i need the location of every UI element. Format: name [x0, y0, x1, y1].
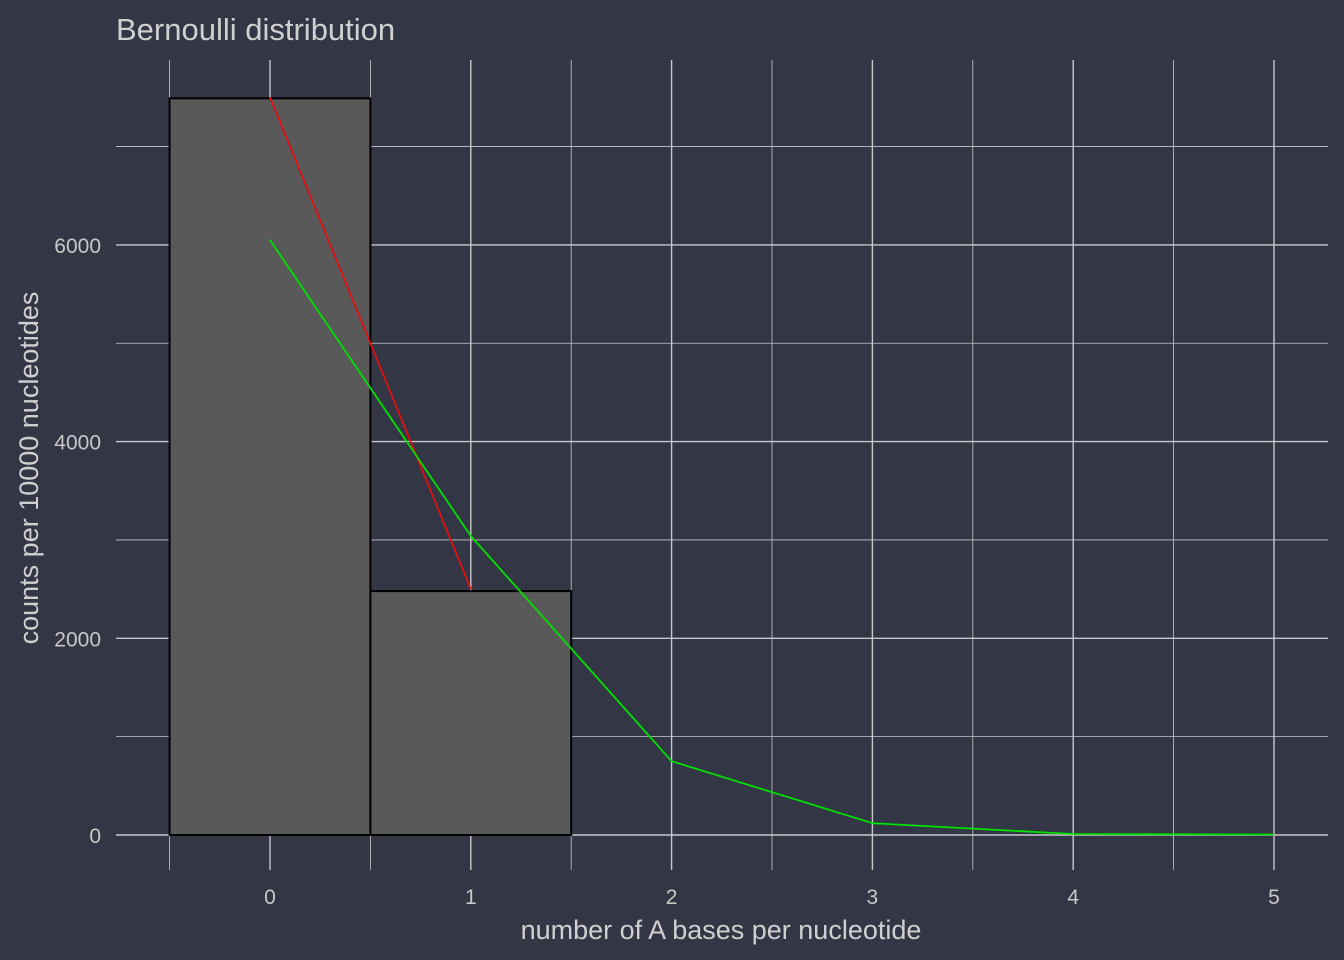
line-layer: [269, 97, 1275, 836]
line-series-2: [269, 239, 1275, 836]
bar-layer: [168, 97, 573, 836]
y-axis-title: counts per 10000 nucleotides: [14, 292, 44, 645]
y-tick-label: 0: [89, 825, 101, 848]
y-tick-label: 6000: [54, 235, 101, 258]
x-tick-label: 1: [465, 886, 477, 909]
bar-x-0: [168, 97, 372, 836]
bar-x-1: [369, 590, 573, 836]
line-series-1: [269, 97, 472, 590]
x-tick-label: 3: [867, 886, 879, 909]
x-axis-title: number of A bases per nucleotide: [521, 915, 922, 945]
chart-title: Bernoulli distribution: [116, 12, 395, 47]
x-tick-label: 4: [1067, 886, 1079, 909]
y-tick-label: 2000: [54, 628, 101, 651]
x-tick-label: 2: [666, 886, 678, 909]
tick-layer: 0 1 2 3 4 5 0 2000 4000 6000: [54, 235, 1280, 909]
y-tick-label: 4000: [54, 432, 101, 455]
x-tick-label: 0: [264, 886, 276, 909]
x-tick-label: 5: [1268, 886, 1280, 909]
